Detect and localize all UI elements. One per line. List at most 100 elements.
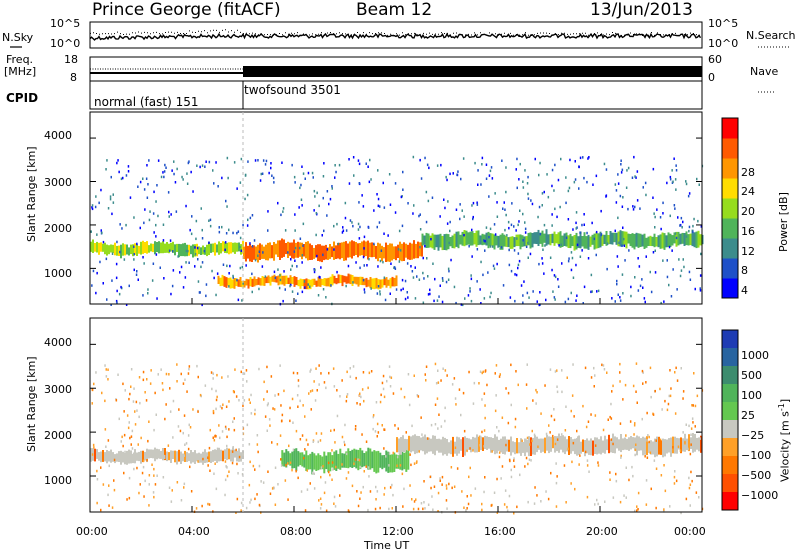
power-speckle [274, 276, 277, 280]
power-cell [409, 242, 411, 260]
power-speckle [116, 161, 118, 165]
power-speckle [298, 246, 301, 250]
power-speckle [700, 225, 703, 228]
power-speckle [194, 252, 197, 256]
velocity-speckle [566, 376, 568, 379]
velocity-speckle [691, 404, 693, 407]
power-cell [90, 241, 92, 252]
power-panel-frame [89, 111, 703, 305]
velocity-speckle [302, 404, 304, 407]
velocity-speckle [490, 504, 493, 507]
velocity-cell [345, 451, 348, 468]
power-speckle [358, 237, 361, 240]
power-speckle [95, 195, 97, 198]
velocity-speckle [168, 373, 170, 376]
velocity-speckle [246, 423, 249, 427]
velocity-cell [448, 442, 450, 454]
velocity-speckle [176, 481, 179, 484]
velocity-speckle [100, 508, 102, 512]
power-speckle [191, 215, 193, 218]
power-cell [96, 241, 98, 253]
velocity-speckle [380, 393, 382, 397]
velocity-speckle [329, 473, 331, 477]
power-speckle [459, 203, 461, 206]
power-speckle [358, 162, 361, 166]
velocity-speckle [504, 489, 507, 492]
velocity-speckle [212, 372, 214, 375]
velocity-speckle [146, 378, 148, 381]
velocity-speckle [588, 470, 590, 473]
velocity-speckle [279, 434, 282, 437]
velocity-speckle [207, 502, 209, 506]
power-speckle [649, 270, 651, 274]
power-speckle [300, 183, 302, 187]
power-cell [217, 275, 220, 284]
power-speckle [677, 216, 679, 219]
power-speckle [469, 287, 471, 290]
power-cell [118, 245, 120, 256]
power-speckle [336, 222, 338, 226]
power-speckle [510, 223, 513, 227]
power-speckle [382, 260, 384, 264]
velocity-speckle [266, 390, 268, 393]
velocity-speckle [365, 465, 367, 468]
power-speckle [258, 250, 261, 253]
power-speckle [265, 159, 268, 163]
power-speckle [453, 285, 456, 289]
power-speckle [424, 244, 426, 248]
power-cell [247, 245, 249, 259]
power-cell [253, 276, 256, 287]
power-speckle [448, 269, 450, 273]
velocity-speckle [674, 412, 677, 415]
velocity-cell [692, 433, 694, 453]
power-cell [609, 231, 612, 245]
power-speckle [196, 246, 199, 250]
power-speckle [434, 277, 436, 281]
velocity-speckle [243, 372, 246, 375]
power-speckle [389, 203, 392, 206]
power-cell [194, 244, 196, 257]
power-speckle [587, 157, 589, 160]
velocity-speckle [637, 508, 639, 511]
power-speckle [698, 183, 700, 186]
velocity-cbar-tick-neg1000: −1000 [741, 489, 779, 502]
velocity-speckle [236, 462, 238, 466]
power-speckle [572, 276, 575, 279]
velocity-cell [108, 451, 110, 462]
power-speckle [447, 278, 450, 281]
power-speckle [425, 220, 428, 224]
velocity-speckle [474, 487, 477, 490]
velocity-speckle [507, 391, 510, 395]
velocity-cell [618, 439, 620, 451]
power-speckle [352, 281, 354, 284]
velocity-speckle [212, 409, 215, 413]
power-speckle [491, 245, 494, 248]
velocity-cell [142, 450, 144, 463]
velocity-cbar-tick-100: 100 [741, 389, 762, 402]
velocity-speckle [692, 404, 694, 407]
power-speckle [592, 183, 594, 186]
power-speckle [442, 279, 444, 282]
velocity-speckle [102, 483, 105, 486]
velocity-cell [124, 453, 126, 465]
power-speckle [578, 165, 580, 169]
velocity-speckle [634, 448, 637, 452]
velocity-cbar-swatch [722, 492, 738, 511]
velocity-cell [614, 436, 616, 454]
power-speckle [680, 216, 683, 220]
power-speckle [611, 297, 613, 300]
power-cell [230, 242, 232, 254]
power-speckle [586, 231, 588, 235]
velocity-cell [114, 454, 116, 464]
velocity-speckle [124, 389, 126, 392]
power-speckle [436, 299, 439, 302]
power-speckle [137, 278, 139, 281]
power-speckle [666, 275, 669, 279]
power-speckle [249, 216, 252, 220]
power-cbar-swatch [722, 178, 738, 199]
velocity-speckle [570, 482, 572, 485]
power-speckle [228, 285, 230, 288]
power-speckle [476, 280, 478, 283]
power-speckle [504, 228, 506, 232]
velocity-speckle [691, 479, 693, 483]
